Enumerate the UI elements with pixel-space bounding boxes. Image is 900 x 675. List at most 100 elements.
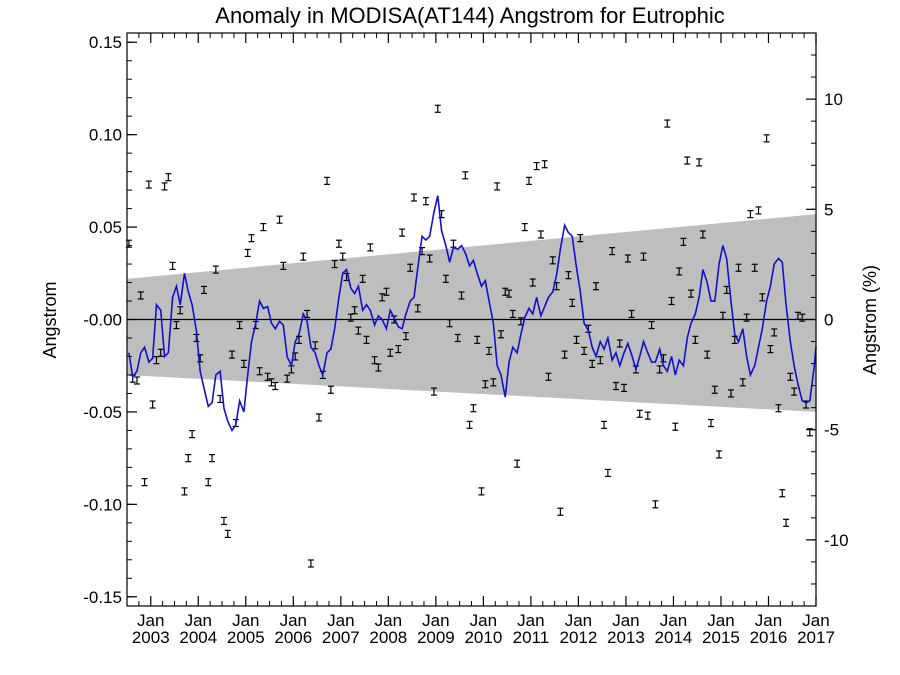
monthly-point — [767, 344, 774, 354]
monthly-point — [434, 104, 441, 113]
x-tick-month: Jan — [707, 611, 734, 630]
monthly-point — [442, 274, 449, 283]
y2-tick-label: 5 — [824, 200, 833, 219]
monthly-point — [775, 404, 782, 413]
monthly-point — [375, 363, 382, 372]
monthly-point — [244, 248, 251, 258]
monthly-point — [783, 518, 790, 527]
monthly-point — [173, 320, 180, 330]
monthly-point — [688, 289, 695, 298]
monthly-point — [181, 487, 188, 496]
monthly-point — [621, 383, 628, 392]
monthly-point — [141, 478, 148, 487]
monthly-point — [454, 333, 461, 343]
monthly-point — [220, 516, 227, 526]
y-tick-label: -0.05 — [83, 403, 122, 422]
monthly-point — [711, 385, 718, 394]
x-tick-month: Jan — [280, 611, 307, 630]
monthly-point — [411, 193, 418, 202]
monthly-point — [644, 411, 651, 420]
smoothed-series-line — [128, 195, 817, 433]
monthly-point — [497, 330, 504, 339]
monthly-point — [300, 252, 307, 261]
monthly-point — [787, 372, 794, 381]
monthly-point — [636, 409, 643, 418]
monthly-point — [402, 332, 409, 341]
monthly-point — [628, 309, 635, 319]
monthly-point — [739, 378, 746, 387]
monthly-point — [474, 335, 481, 344]
monthly-point — [161, 182, 168, 191]
monthly-point — [561, 350, 568, 359]
monthly-point — [426, 254, 433, 263]
x-tick-year: 2008 — [369, 628, 407, 647]
monthly-point — [791, 387, 798, 396]
monthly-point — [276, 215, 283, 224]
monthly-point — [383, 287, 390, 296]
x-tick-month: Jan — [612, 611, 639, 630]
monthly-point — [189, 430, 196, 439]
y2-tick-label: -10 — [824, 531, 849, 550]
monthly-point — [177, 306, 184, 315]
monthly-point — [731, 335, 738, 344]
x-tick-year: 2005 — [227, 628, 265, 647]
x-tick-month: Jan — [755, 611, 782, 630]
y2-tick-label: 10 — [824, 90, 843, 109]
x-tick-year: 2016 — [750, 628, 788, 647]
monthly-point — [224, 529, 231, 539]
monthly-point — [145, 180, 152, 189]
monthly-point — [315, 413, 322, 422]
plot-area — [125, 104, 817, 568]
trend-envelope-band — [127, 214, 816, 412]
monthly-point — [450, 239, 457, 248]
monthly-point — [462, 171, 469, 180]
monthly-point — [692, 335, 699, 344]
x-tick-month: Jan — [802, 611, 829, 630]
monthly-point — [533, 161, 540, 171]
x-tick-year: 2017 — [797, 628, 835, 647]
monthly-point — [209, 454, 216, 463]
y2-axis-label: Angstrom (%) — [860, 265, 880, 375]
monthly-point — [296, 335, 303, 344]
monthly-point — [506, 289, 513, 298]
monthly-point — [581, 346, 588, 356]
y-tick-label: 0.05 — [89, 218, 122, 237]
y2-tick-label: -5 — [824, 421, 839, 440]
monthly-point — [169, 261, 176, 270]
y-tick-label: 0.15 — [89, 33, 122, 52]
monthly-point — [604, 468, 611, 478]
monthly-point — [723, 285, 730, 295]
monthly-point — [478, 487, 485, 496]
y-tick-label: -0.15 — [83, 588, 122, 607]
monthly-point — [200, 285, 207, 295]
monthly-point — [676, 267, 683, 276]
monthly-point — [466, 420, 473, 429]
x-tick-year: 2003 — [132, 628, 170, 647]
y-axis-label: Angstrom — [40, 281, 60, 358]
monthly-point — [747, 210, 754, 219]
monthly-point — [541, 160, 548, 169]
monthly-point — [763, 134, 770, 143]
monthly-point — [545, 372, 552, 381]
monthly-point — [759, 293, 766, 302]
x-tick-month: Jan — [375, 611, 402, 630]
monthly-point — [592, 282, 599, 291]
monthly-point — [597, 356, 604, 365]
y-tick-label: -0.00 — [83, 311, 122, 330]
monthly-point — [157, 348, 164, 357]
x-tick-month: Jan — [327, 611, 354, 630]
monthly-point — [339, 252, 346, 261]
monthly-point — [327, 385, 334, 394]
monthly-point — [407, 263, 414, 272]
monthly-point — [486, 346, 493, 356]
monthly-point — [509, 309, 516, 319]
x-tick-month: Jan — [232, 611, 259, 630]
monthly-point — [502, 287, 509, 296]
monthly-point — [280, 261, 287, 270]
monthly-point — [248, 234, 255, 243]
monthly-point — [185, 454, 192, 463]
monthly-point — [264, 372, 271, 381]
monthly-point — [482, 380, 489, 389]
monthly-point — [379, 293, 386, 302]
monthly-point — [470, 404, 477, 413]
